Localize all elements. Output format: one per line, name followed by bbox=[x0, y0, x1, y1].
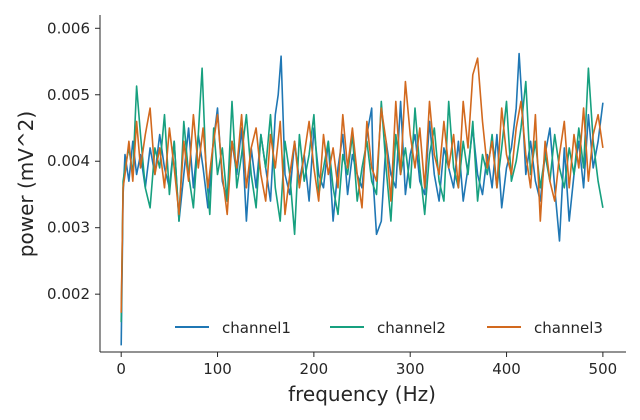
y-tick-label: 0.005 bbox=[47, 86, 90, 104]
axes-layer bbox=[99, 15, 626, 353]
y-tick-label: 0.004 bbox=[47, 152, 90, 170]
x-tick-label: 500 bbox=[589, 360, 618, 378]
y-ticks: 0.002 0.003 0.004 0.005 0.006 bbox=[47, 19, 100, 303]
legend-label-channel1: channel1 bbox=[222, 319, 291, 337]
legend: channel1 channel2 channel3 bbox=[175, 319, 603, 337]
y-tick-label: 0.003 bbox=[47, 219, 90, 237]
series-line-channel2 bbox=[120, 67, 604, 323]
x-axis-label: frequency (Hz) bbox=[288, 382, 436, 406]
legend-label-channel2: channel2 bbox=[377, 319, 446, 337]
y-tick-label: 0.006 bbox=[47, 19, 90, 37]
series-line-channel3 bbox=[120, 57, 604, 313]
legend-label-channel3: channel3 bbox=[534, 319, 603, 337]
x-tick-label: 200 bbox=[300, 360, 329, 378]
x-tick-label: 100 bbox=[203, 360, 232, 378]
x-ticks: 0 100 200 300 400 500 bbox=[116, 352, 617, 378]
x-tick-label: 300 bbox=[396, 360, 425, 378]
x-tick-label: 400 bbox=[492, 360, 521, 378]
y-axis-label: power (mV^2) bbox=[14, 111, 38, 257]
series-layer bbox=[120, 52, 604, 346]
y-tick-label: 0.002 bbox=[47, 285, 90, 303]
x-tick-label: 0 bbox=[116, 360, 126, 378]
